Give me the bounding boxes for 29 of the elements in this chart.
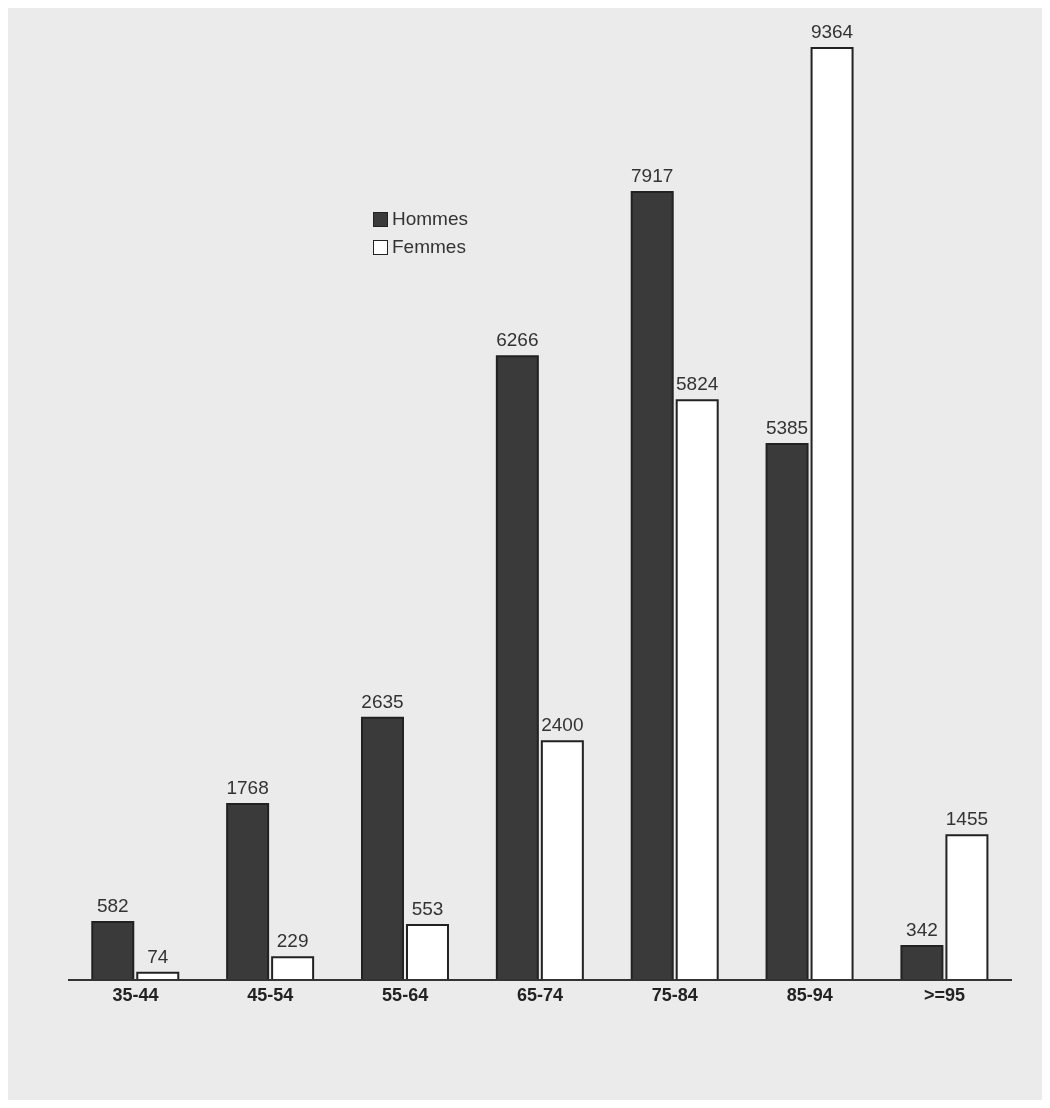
data-label: 342	[906, 918, 938, 940]
data-label: 1455	[945, 808, 989, 830]
bar	[945, 834, 989, 981]
legend-label: Femmes	[392, 236, 466, 258]
x-tick-label: 35-44	[112, 984, 159, 1005]
bar	[675, 399, 719, 981]
data-label: 74	[147, 945, 169, 967]
legend-label: Hommes	[392, 208, 469, 230]
data-label: 1768	[226, 777, 269, 799]
bar	[540, 740, 584, 981]
data-label: 2400	[541, 714, 584, 736]
x-tick-label: 55-64	[382, 984, 429, 1005]
bar	[405, 923, 449, 981]
data-label: 5824	[676, 373, 719, 395]
x-tick-label: 45-54	[247, 984, 294, 1005]
data-label: 9364	[810, 21, 854, 42]
data-label: 229	[276, 930, 309, 952]
x-tick-label: >=95	[924, 984, 966, 1005]
bar	[810, 47, 854, 981]
data-label: 5385	[765, 417, 809, 439]
x-tick-label: 85-94	[786, 984, 833, 1005]
x-tick-label: 75-84	[651, 984, 698, 1005]
bar	[271, 956, 315, 981]
x-tick-label: 65-74	[516, 984, 564, 1005]
data-label: 553	[411, 897, 444, 919]
data-label: 6266	[496, 329, 539, 351]
data-label: 2635	[361, 690, 404, 712]
data-label: 7917	[631, 165, 674, 187]
data-label: 582	[96, 895, 129, 917]
